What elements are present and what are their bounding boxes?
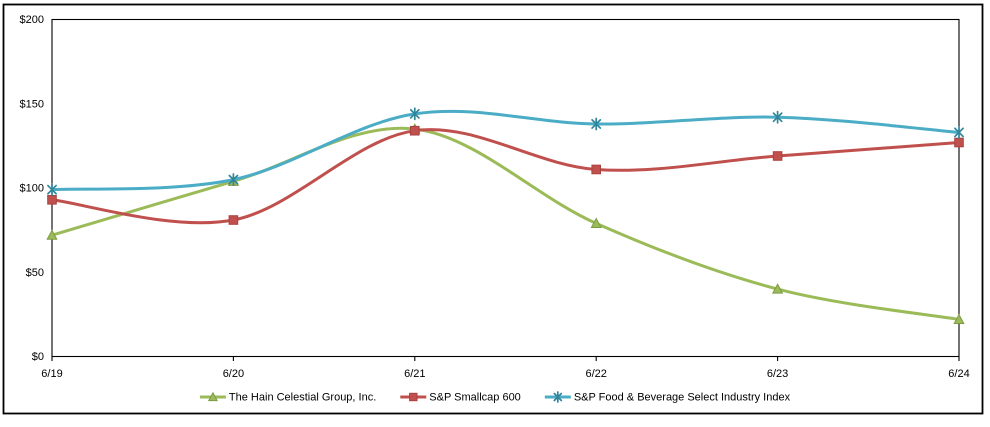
asterisk-spoke [772,112,783,123]
legend-label: S&P Smallcap 600 [429,392,521,404]
legend-marker-s-p-smallcap-600 [409,392,418,402]
x-axis-tick-label: 6/22 [585,368,606,380]
marker-the-hain-celestial-group-inc-3 [590,217,602,228]
asterisk-spoke [954,127,964,138]
marker-s-p-smallcap-600-2 [410,125,420,136]
x-axis-tick-label: 6/20 [223,368,244,380]
asterisk-spoke [553,392,563,402]
marker-s-p-smallcap-600-3 [591,164,602,175]
series-s-p-smallcap-600 [47,125,964,225]
marker-the-hain-celestial-group-inc-5 [953,313,965,325]
asterisk-spoke [409,108,420,119]
y-axis-tick-label: $200 [20,14,44,26]
asterisk-spoke [591,119,602,129]
marker-s-p-food-beverage-select-industry-index-1 [228,173,239,187]
y-axis-tick-label: $100 [20,183,44,195]
y-axis-tick-label: $150 [20,98,44,110]
legend: The Hain Celestial Group, Inc. S&P Smallc… [199,391,791,404]
figure-border [2,3,984,415]
marker-the-hain-celestial-group-inc-4 [771,283,784,294]
asterisk-spoke [47,184,57,195]
legend-label: The Hain Celestial Group, Inc. [229,392,376,404]
x-axis-tick-label: 6/24 [948,368,969,380]
series-line-s-p-smallcap-600 [50,128,961,225]
marker-the-hain-celestial-group-inc-0 [46,229,58,240]
series-s-p-food-beverage-select-industry-index [47,107,964,197]
series-line-s-p-food-beverage-select-industry-index [50,109,961,192]
marker-s-p-smallcap-600-1 [228,215,239,225]
x-axis-tick-label: 6/19 [41,368,62,380]
marker-s-p-smallcap-600-4 [772,151,783,161]
y-axis-tick-label: $0 [32,351,44,363]
y-axis-tick-label: $50 [26,267,44,279]
legend-item-the-hain-celestial-group-inc: The Hain Celestial Group, Inc. [199,391,376,404]
marker-s-p-food-beverage-select-industry-index-3 [591,117,602,131]
x-axis-tick-label: 6/23 [767,368,788,380]
series-line-the-hain-celestial-group-inc [50,126,961,321]
asterisk-spoke [228,174,239,185]
marker-s-p-food-beverage-select-industry-index-0 [47,183,57,197]
marker-s-p-smallcap-600-5 [954,137,964,148]
marker-s-p-food-beverage-select-industry-index-2 [409,107,420,121]
marker-s-p-food-beverage-select-industry-index-5 [954,125,964,139]
legend-item-s-p-food-beverage-select-industry-index: S&P Food & Beverage Select Industry Inde… [544,391,791,404]
x-axis-tick-label: 6/21 [404,368,425,380]
legend-item-s-p-smallcap-600: S&P Smallcap 600 [400,392,521,404]
marker-s-p-smallcap-600-0 [47,194,57,205]
legend-label: S&P Food & Beverage Select Industry Inde… [574,392,791,404]
legend-marker-s-p-food-beverage-select-industry-index [553,391,563,403]
marker-s-p-food-beverage-select-industry-index-4 [772,110,783,124]
legend-marker-the-hain-celestial-group-inc [207,391,218,402]
